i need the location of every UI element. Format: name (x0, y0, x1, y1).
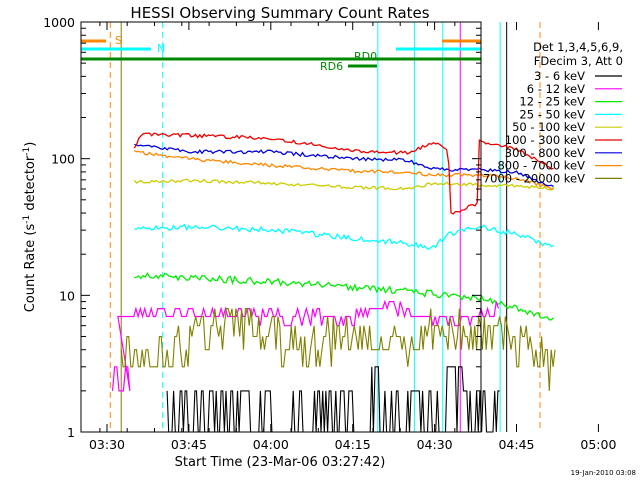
x-axis-label: Start Time (23-Mar-06 03:27:42) (175, 455, 386, 470)
series-line (133, 178, 555, 191)
y-axis-label: Count Rate (s-1 detector-1) (22, 142, 38, 313)
legend-header-line-1: Det 1,3,4,5,6,9, (533, 40, 623, 54)
legend-label: 300 - 800 keV (505, 146, 585, 160)
y-tick-label: 1000 (43, 15, 75, 30)
legend-header-line-2: FDecim 3, Att 0 (534, 54, 623, 68)
series-line (166, 366, 500, 433)
x-tick-label: 03:30 (89, 437, 125, 452)
axes: 03:30 03:45 04:00 04:15 04:30 04:45 05:00 1 10 10… (43, 15, 616, 452)
x-tick-label: 04:30 (417, 437, 453, 452)
y-tick-label: 10 (59, 288, 75, 303)
legend-label: 12 - 25 keV (519, 95, 585, 109)
series-line (134, 272, 555, 321)
flag-rd0-label: RD0 (354, 50, 377, 63)
x-tick-label: 04:45 (498, 437, 534, 452)
footer-timestamp: 19-Jan-2010 03:08 (571, 469, 636, 477)
y-tick-label: 1 (67, 425, 75, 440)
flag-s-label: S (115, 34, 122, 47)
series-line (134, 223, 554, 250)
x-tick-label: 03:45 (171, 437, 207, 452)
series-line (133, 132, 554, 215)
flag-n-label: N (157, 42, 165, 55)
legend-label: 25 - 50 keV (519, 107, 585, 121)
legend-label: 3 - 6 keV (534, 69, 585, 83)
legend-label: 50 - 100 keV (512, 120, 585, 134)
series-line (134, 143, 554, 187)
y-tick-label: 100 (51, 152, 75, 167)
flag-rd6-label: RD6 (320, 60, 343, 73)
chart-title: HESSI Observing Summary Count Rates (130, 4, 429, 22)
x-tick-label: 05:00 (580, 437, 616, 452)
x-tick-label: 04:15 (335, 437, 371, 452)
legend-label: 7000 - 20000 keV (483, 171, 585, 185)
legend-label: 800 - 7000 keV (497, 159, 585, 173)
plot-area: S N RD0 RD6 (81, 22, 556, 433)
plot-frame (80, 21, 482, 433)
series-line (120, 308, 556, 391)
legend-label: 100 - 300 keV (505, 133, 585, 147)
legend-label: 6 - 12 keV (527, 82, 585, 96)
series-line (111, 299, 500, 392)
series-line (134, 150, 554, 190)
x-tick-label: 04:00 (253, 437, 289, 452)
